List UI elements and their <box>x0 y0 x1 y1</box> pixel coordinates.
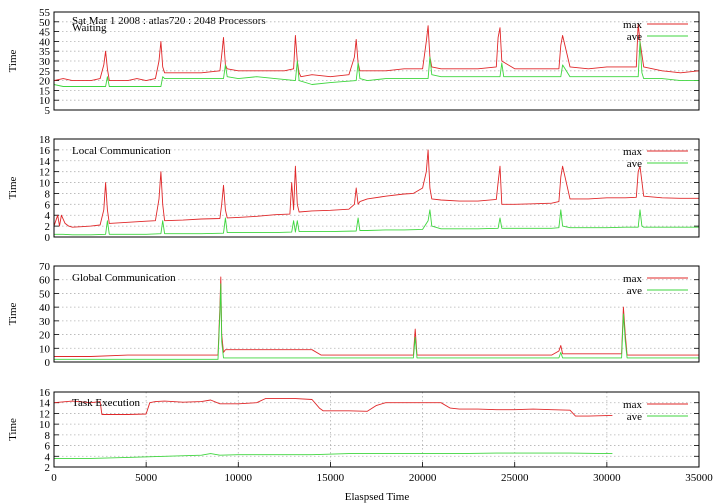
x-tick-label: 15000 <box>317 472 345 484</box>
y-tick-label: 10 <box>39 178 51 190</box>
y-tick-label: 35 <box>39 46 51 58</box>
y-tick-label: 30 <box>39 56 51 68</box>
y-axis-label: Time <box>7 49 19 72</box>
x-axis-label: Elaspsed Time <box>345 491 410 503</box>
y-tick-label: 2 <box>45 462 51 474</box>
y-tick-label: 50 <box>39 288 51 300</box>
y-tick-label: 50 <box>39 17 51 29</box>
legend-label-max: max <box>623 19 642 31</box>
y-tick-label: 8 <box>45 430 51 442</box>
y-tick-label: 60 <box>39 275 51 287</box>
y-tick-label: 20 <box>39 76 51 88</box>
y-tick-label: 70 <box>39 261 51 273</box>
series-line-max <box>53 149 699 228</box>
x-tick-label: 35000 <box>685 472 713 484</box>
y-tick-label: 45 <box>39 27 51 39</box>
y-axis-label: Time <box>7 302 19 325</box>
y-tick-label: 14 <box>39 398 51 410</box>
legend-label-ave: ave <box>627 31 642 43</box>
y-tick-label: 10 <box>39 95 51 107</box>
y-tick-label: 20 <box>39 330 51 342</box>
plot-frame <box>53 11 700 111</box>
legend-label-max: max <box>623 399 642 411</box>
y-tick-label: 25 <box>39 66 51 78</box>
y-axis-label: Time <box>7 176 19 199</box>
x-tick-label: 10000 <box>225 472 253 484</box>
y-tick-label: 4 <box>45 210 51 222</box>
series-line-ave <box>54 209 699 236</box>
legend-label-ave: ave <box>627 411 642 423</box>
y-tick-label: 8 <box>45 188 51 200</box>
series-line-ave <box>53 40 699 87</box>
panel-title: Local Communication <box>72 145 171 157</box>
y-tick-label: 16 <box>39 387 51 399</box>
y-tick-label: 40 <box>39 302 51 314</box>
run-title: Sat Mar 1 2008 : atlas720 : 2048 Process… <box>72 15 266 27</box>
plot-frame <box>53 138 700 238</box>
y-tick-label: 16 <box>39 145 51 157</box>
x-tick-label: 5000 <box>135 472 158 484</box>
legend-label-ave: ave <box>627 285 642 297</box>
series-line-ave <box>54 452 613 459</box>
plot-frame <box>53 265 700 363</box>
legend-label-ave: ave <box>627 158 642 170</box>
y-tick-label: 6 <box>45 199 51 211</box>
y-tick-label: 12 <box>39 167 50 179</box>
x-tick-label: 25000 <box>501 472 529 484</box>
y-tick-label: 6 <box>45 441 51 453</box>
panel-title: Waiting <box>72 22 107 34</box>
x-tick-label: 20000 <box>409 472 437 484</box>
y-tick-label: 4 <box>45 451 51 463</box>
y-tick-label: 10 <box>39 343 51 355</box>
series-line-max <box>54 276 699 357</box>
x-tick-label: 0 <box>51 472 57 484</box>
y-tick-label: 0 <box>45 232 51 244</box>
chart-panels: 510152025303540455055WaitingTimemaxave02… <box>7 7 713 484</box>
y-tick-label: 0 <box>45 357 51 369</box>
y-tick-label: 30 <box>39 316 51 328</box>
panel-title: Global Communication <box>72 272 176 284</box>
series-line-max <box>53 397 613 417</box>
y-tick-label: 55 <box>39 7 51 19</box>
y-tick-label: 2 <box>45 221 51 233</box>
series-line-max <box>53 23 700 82</box>
y-tick-label: 15 <box>39 85 51 97</box>
y-tick-label: 5 <box>45 105 51 117</box>
y-tick-label: 14 <box>39 156 51 168</box>
y-tick-label: 40 <box>39 36 51 48</box>
x-tick-label: 30000 <box>593 472 621 484</box>
panel-title: Task Execution <box>72 397 140 409</box>
series-line-ave <box>54 283 699 360</box>
y-axis-label: Time <box>7 418 19 441</box>
y-tick-label: 18 <box>39 134 51 146</box>
plot-frame <box>53 391 700 468</box>
legend-label-max: max <box>623 273 642 285</box>
y-tick-label: 12 <box>39 408 50 420</box>
y-tick-label: 10 <box>39 419 51 431</box>
legend-label-max: max <box>623 146 642 158</box>
